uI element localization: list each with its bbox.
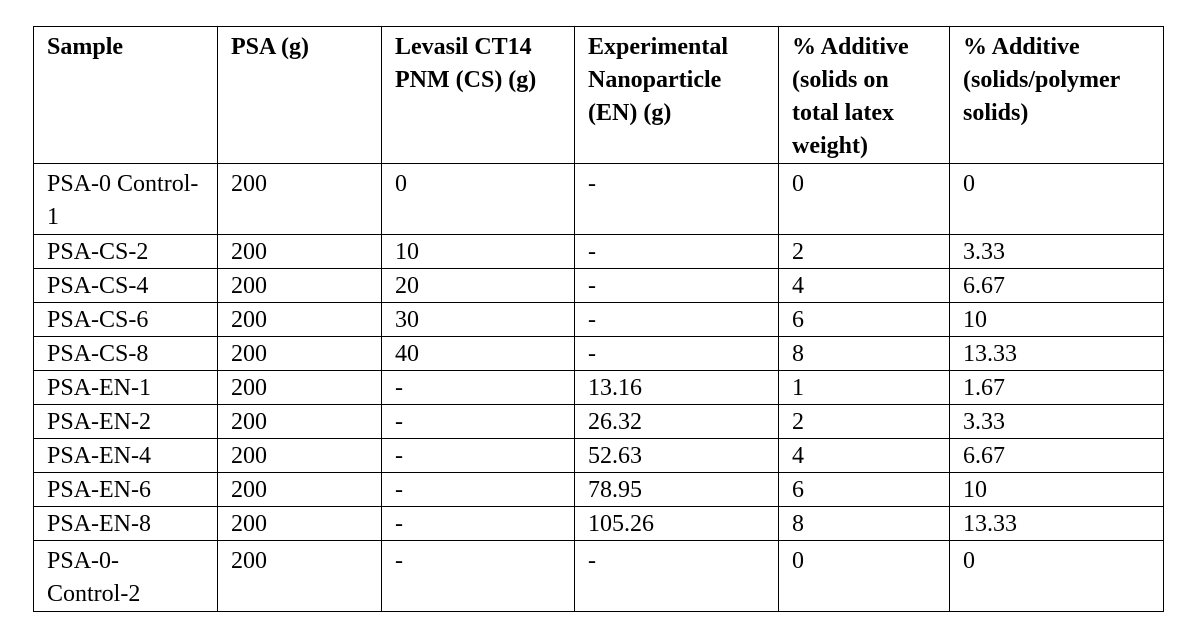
cell-additive-polymer: 0 — [949, 163, 1164, 235]
cell-en: 26.32 — [574, 404, 779, 439]
cell-en: - — [574, 268, 779, 303]
cell-en: 52.63 — [574, 438, 779, 473]
table-row: PSA-EN-1 200 - 13.16 1 1.67 — [33, 370, 1164, 405]
table-row: PSA-0- Control-2 200 - - 0 0 — [33, 540, 1164, 612]
cell-psa: 200 — [217, 472, 382, 507]
table-row: PSA-EN-8 200 - 105.26 8 13.33 — [33, 506, 1164, 541]
header-psa: PSA (g) — [217, 26, 382, 164]
cell-levasil: 30 — [381, 302, 575, 337]
cell-levasil: 20 — [381, 268, 575, 303]
header-experimental-nanoparticle: Experimental Nanoparticle (EN) (g) — [574, 26, 779, 164]
cell-levasil: 40 — [381, 336, 575, 371]
header-row: Sample PSA (g) Levasil CT14 PNM (CS) (g)… — [33, 26, 1164, 164]
cell-psa: 200 — [217, 336, 382, 371]
cell-psa: 200 — [217, 506, 382, 541]
cell-psa: 200 — [217, 438, 382, 473]
data-table: Sample PSA (g) Levasil CT14 PNM (CS) (g)… — [33, 26, 1164, 612]
cell-psa: 200 — [217, 234, 382, 269]
cell-additive-latex: 8 — [778, 336, 950, 371]
cell-levasil: 0 — [381, 163, 575, 235]
cell-additive-polymer: 6.67 — [949, 438, 1164, 473]
cell-en: - — [574, 336, 779, 371]
cell-psa: 200 — [217, 540, 382, 612]
table-row: PSA-EN-6 200 - 78.95 6 10 — [33, 472, 1164, 507]
cell-levasil: - — [381, 472, 575, 507]
header-additive-polymer: % Additive (solids/polymer solids) — [949, 26, 1164, 164]
cell-levasil: - — [381, 438, 575, 473]
cell-en: - — [574, 234, 779, 269]
cell-additive-latex: 6 — [778, 302, 950, 337]
cell-levasil: - — [381, 506, 575, 541]
cell-en: 105.26 — [574, 506, 779, 541]
table-row: PSA-CS-4 200 20 - 4 6.67 — [33, 268, 1164, 303]
cell-en: - — [574, 302, 779, 337]
header-additive-latex: % Additive (solids on total latex weight… — [778, 26, 950, 164]
header-sample: Sample — [33, 26, 218, 164]
table-row: PSA-EN-2 200 - 26.32 2 3.33 — [33, 404, 1164, 439]
cell-additive-latex: 4 — [778, 268, 950, 303]
cell-psa: 200 — [217, 404, 382, 439]
cell-additive-polymer: 3.33 — [949, 404, 1164, 439]
cell-sample: PSA-EN-2 — [33, 404, 218, 439]
cell-en: - — [574, 163, 779, 235]
cell-en: 78.95 — [574, 472, 779, 507]
cell-sample: PSA-0- Control-2 — [33, 540, 218, 612]
header-levasil: Levasil CT14 PNM (CS) (g) — [381, 26, 575, 164]
cell-additive-latex: 6 — [778, 472, 950, 507]
cell-additive-polymer: 0 — [949, 540, 1164, 612]
cell-additive-polymer: 13.33 — [949, 506, 1164, 541]
table-row: PSA-CS-6 200 30 - 6 10 — [33, 302, 1164, 337]
cell-sample: PSA-CS-2 — [33, 234, 218, 269]
table-row: PSA-CS-8 200 40 - 8 13.33 — [33, 336, 1164, 371]
cell-sample: PSA-CS-6 — [33, 302, 218, 337]
cell-sample: PSA-CS-8 — [33, 336, 218, 371]
cell-additive-latex: 8 — [778, 506, 950, 541]
cell-sample: PSA-EN-4 — [33, 438, 218, 473]
cell-levasil: - — [381, 404, 575, 439]
cell-levasil: - — [381, 370, 575, 405]
cell-additive-latex: 4 — [778, 438, 950, 473]
cell-psa: 200 — [217, 268, 382, 303]
cell-additive-polymer: 3.33 — [949, 234, 1164, 269]
cell-additive-polymer: 10 — [949, 472, 1164, 507]
cell-en: - — [574, 540, 779, 612]
table-row: PSA-EN-4 200 - 52.63 4 6.67 — [33, 438, 1164, 473]
cell-additive-polymer: 6.67 — [949, 268, 1164, 303]
cell-sample: PSA-0 Control-1 — [33, 163, 218, 235]
cell-additive-latex: 2 — [778, 404, 950, 439]
cell-additive-latex: 1 — [778, 370, 950, 405]
cell-sample: PSA-EN-6 — [33, 472, 218, 507]
cell-en: 13.16 — [574, 370, 779, 405]
cell-levasil: - — [381, 540, 575, 612]
cell-additive-polymer: 13.33 — [949, 336, 1164, 371]
cell-additive-latex: 0 — [778, 163, 950, 235]
cell-sample: PSA-EN-8 — [33, 506, 218, 541]
cell-sample: PSA-EN-1 — [33, 370, 218, 405]
cell-psa: 200 — [217, 370, 382, 405]
cell-additive-polymer: 10 — [949, 302, 1164, 337]
cell-levasil: 10 — [381, 234, 575, 269]
table-row: PSA-0 Control-1 200 0 - 0 0 — [33, 163, 1164, 235]
cell-additive-latex: 2 — [778, 234, 950, 269]
cell-psa: 200 — [217, 302, 382, 337]
cell-additive-polymer: 1.67 — [949, 370, 1164, 405]
cell-psa: 200 — [217, 163, 382, 235]
cell-sample: PSA-CS-4 — [33, 268, 218, 303]
cell-additive-latex: 0 — [778, 540, 950, 612]
table-row: PSA-CS-2 200 10 - 2 3.33 — [33, 234, 1164, 269]
